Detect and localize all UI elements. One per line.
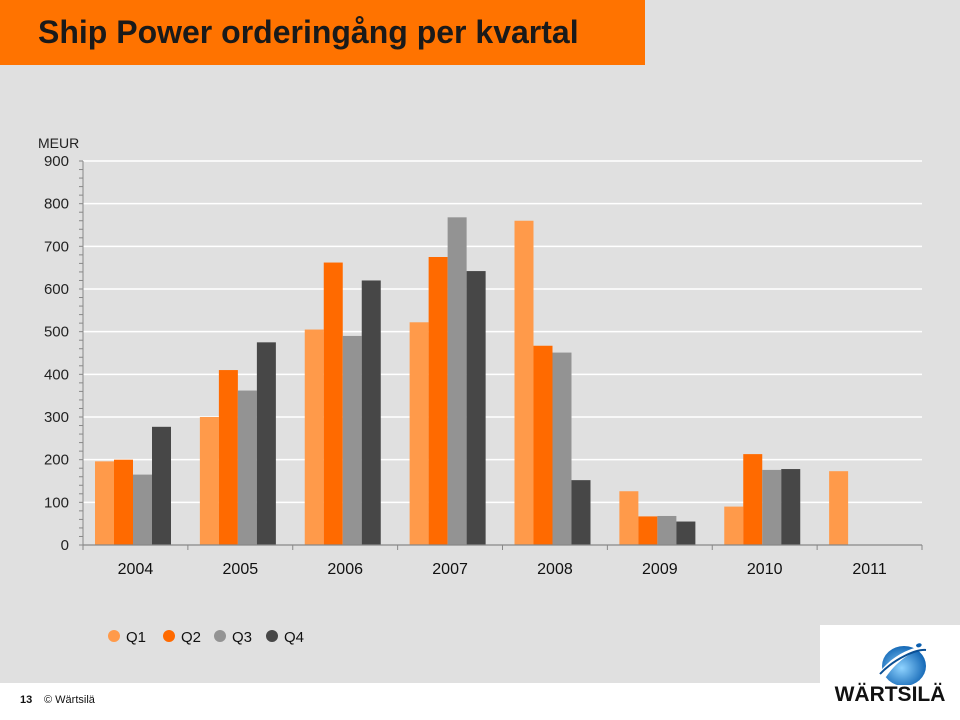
y-tick-label: 0 [61, 537, 69, 554]
legend-marker-q3 [214, 630, 226, 642]
bar-2004-q2 [114, 459, 133, 545]
legend-marker-q4 [266, 630, 278, 642]
page-title: Ship Power orderingång per kvartal [38, 14, 579, 50]
bar-2006-q3 [342, 335, 362, 545]
bar-2004-q3 [133, 474, 152, 545]
legend-label-q1: Q1 [126, 629, 146, 646]
x-tick-label: 2004 [118, 561, 154, 578]
y-tick-label: 800 [44, 196, 69, 213]
bar-2007-q2 [428, 257, 448, 545]
x-tick-label: 2008 [537, 561, 573, 578]
bar-2008-q3 [552, 352, 572, 545]
y-tick-label: 900 [44, 153, 69, 170]
y-tick-label: 300 [44, 409, 69, 426]
y-tick-label: 400 [44, 366, 69, 383]
y-tick-label: 500 [44, 324, 69, 341]
bar-2009-q3 [657, 515, 677, 545]
bar-2006-q4 [361, 280, 381, 545]
bar-2008-q4 [571, 480, 591, 545]
y-tick-label: 600 [44, 281, 69, 298]
bar-2007-q4 [466, 271, 486, 545]
title-bar [0, 0, 645, 65]
bar-2007-q1 [409, 322, 429, 545]
bar-2011-q1 [829, 471, 849, 545]
bar-2005-q1 [199, 417, 219, 545]
y-unit-label: MEUR [38, 135, 79, 151]
y-tick-label: 200 [44, 452, 69, 469]
bar-2004-q1 [95, 461, 114, 545]
y-tick-label: 100 [44, 494, 69, 511]
x-tick-label: 2005 [223, 561, 259, 578]
bar-2010-q4 [781, 469, 801, 545]
bar-2006-q1 [304, 329, 324, 545]
bar-2007-q3 [447, 217, 467, 545]
wartsila-logo: WÄRTSILÄ [820, 625, 960, 720]
x-tick-label: 2011 [852, 561, 887, 578]
footer-bar [0, 683, 820, 720]
x-tick-label: 2009 [642, 561, 678, 578]
legend-marker-q2 [163, 630, 175, 642]
bar-2005-q4 [256, 342, 276, 545]
legend-marker-q1 [108, 630, 120, 642]
x-tick-label: 2010 [747, 561, 783, 578]
x-tick-label: 2006 [327, 561, 363, 578]
bar-2010-q1 [724, 506, 744, 545]
logo-wordmark: WÄRTSILÄ [834, 683, 946, 706]
legend-label-q2: Q2 [181, 629, 201, 646]
legend-label-q4: Q4 [284, 629, 304, 646]
bar-chart: MEUR 0 100 200 300 400 500 600 700 800 900 2004 2005… [38, 135, 923, 646]
x-tick-label: 2007 [432, 561, 468, 578]
logo-swoosh-icon [878, 643, 932, 685]
y-tick-label: 700 [44, 238, 69, 255]
legend-label-q3: Q3 [232, 629, 252, 646]
bar-2005-q3 [237, 390, 257, 545]
bar-2008-q1 [514, 220, 534, 545]
bar-2009-q4 [676, 521, 696, 545]
bar-2010-q3 [762, 469, 782, 545]
bar-2006-q2 [323, 262, 343, 545]
page-number: 13 [20, 694, 33, 706]
copyright-text: © Wärtsilä [44, 694, 95, 706]
bar-2009-q2 [638, 516, 658, 545]
bar-2008-q2 [533, 345, 553, 545]
bar-2005-q2 [218, 370, 238, 545]
bar-2009-q1 [619, 491, 639, 545]
bar-2010-q2 [743, 454, 763, 545]
bar-2004-q4 [152, 426, 171, 545]
